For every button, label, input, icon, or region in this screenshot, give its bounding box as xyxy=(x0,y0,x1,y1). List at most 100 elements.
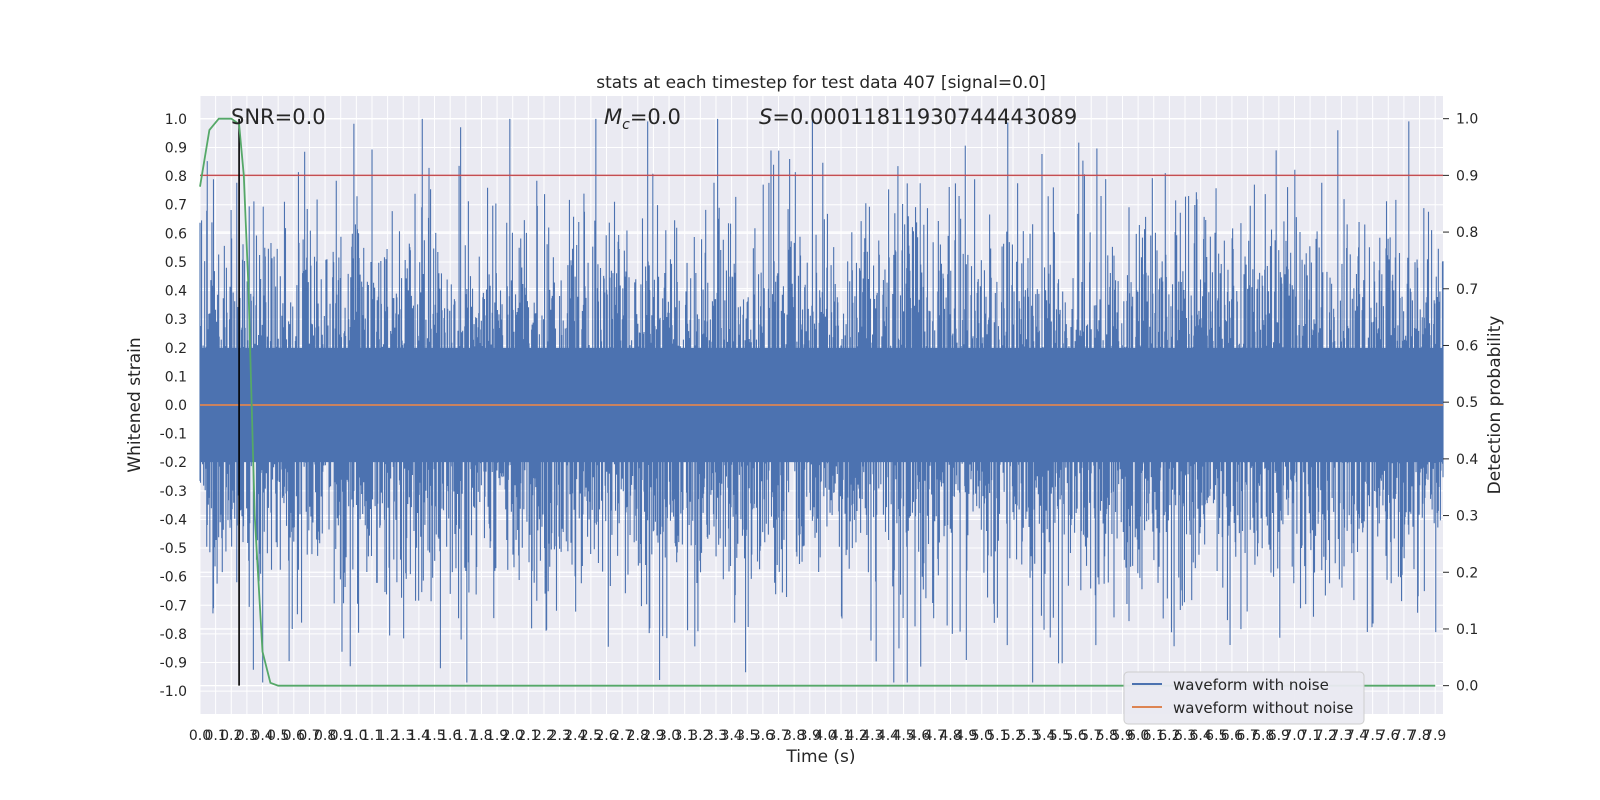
y-tick-label: -0.3 xyxy=(160,484,187,500)
chirp-mass-annotation: Mc=0.0 xyxy=(604,105,681,133)
x-tick-label: 7.1 xyxy=(1299,728,1321,744)
x-tick-label: 4.1 xyxy=(830,728,852,744)
y2-tick-label: 0.6 xyxy=(1456,338,1478,354)
s-symbol: S xyxy=(759,105,772,129)
y-tick-label: -0.2 xyxy=(160,455,187,471)
x-tick-label: 2.4 xyxy=(564,728,586,744)
y-tick-label: -0.5 xyxy=(160,541,187,557)
x-tick-label: 1.6 xyxy=(439,728,461,744)
y-tick-label: 0.6 xyxy=(165,226,187,242)
x-tick-label: 5.8 xyxy=(1096,728,1118,744)
legend: waveform with noise waveform without noi… xyxy=(1123,671,1365,725)
y-tick-label: 0.3 xyxy=(165,312,187,328)
x-tick-label: 0.4 xyxy=(251,728,273,744)
y2-tick-label: 0.1 xyxy=(1456,622,1478,638)
x-tick-label: 5.6 xyxy=(1064,728,1086,744)
x-tick-label: 3.0 xyxy=(658,728,680,744)
x-tick-label: 2.1 xyxy=(517,728,539,744)
x-tick-label: 5.5 xyxy=(1049,728,1071,744)
y-tick-labels: 1.0 0.9 0.8 0.7 0.6 0.5 0.4 0.3 0.2 0.1 0.0 -0.1 -0.… xyxy=(160,112,187,700)
x-tick-label: 2.3 xyxy=(548,728,570,744)
x-tick-label: 3.7 xyxy=(767,728,789,744)
x-tick-label: 7.3 xyxy=(1330,728,1352,744)
x-tick-label: 1.0 xyxy=(345,728,367,744)
y2-tick-label: 0.2 xyxy=(1456,565,1478,581)
y-tick-label: 0.8 xyxy=(165,169,187,185)
x-tick-label: 6.9 xyxy=(1268,728,1290,744)
s-value: =0.00011811930744443089 xyxy=(772,105,1077,129)
x-tick-label: 4.4 xyxy=(877,728,899,744)
y-tick-label: -0.4 xyxy=(160,512,187,528)
x-tick-label: 4.8 xyxy=(939,728,961,744)
s-annotation: S=0.00011811930744443089 xyxy=(759,105,1077,129)
y-tick-label: -0.7 xyxy=(160,598,187,614)
y-tick-label: 0.1 xyxy=(165,369,187,385)
y-tick-label: -1.0 xyxy=(160,684,187,700)
legend-label-clean: waveform without noise xyxy=(1173,699,1353,717)
x-tick-label: 2.6 xyxy=(595,728,617,744)
chart-title: stats at each timestep for test data 407… xyxy=(596,73,1046,93)
x-tick-label: 7.6 xyxy=(1377,728,1399,744)
y-tick-label: -0.6 xyxy=(160,570,187,586)
snr-annotation: SNR=0.0 xyxy=(231,105,326,129)
x-tick-label: 5.1 xyxy=(986,728,1008,744)
x-tick-label: 0.5 xyxy=(267,728,289,744)
chirp-mass-value: =0.0 xyxy=(630,105,681,129)
y2-tick-label: 0.5 xyxy=(1456,395,1478,411)
x-tick-label: 6.5 xyxy=(1205,728,1227,744)
y-tick-label: 0.5 xyxy=(165,255,187,271)
x-tick-label: 7.7 xyxy=(1393,728,1415,744)
x-tick-label: 5.7 xyxy=(1080,728,1102,744)
y2-tick-labels: 1.0 0.9 0.8 0.7 0.6 0.5 0.4 0.3 0.2 0.1 0.0 xyxy=(1443,112,1478,695)
x-tick-label: 0.8 xyxy=(314,728,336,744)
x-tick-label: 5.9 xyxy=(1111,728,1133,744)
x-tick-label: 0.2 xyxy=(220,728,242,744)
x-tick-label: 2.0 xyxy=(502,728,524,744)
x-tick-label: 5.0 xyxy=(971,728,993,744)
x-tick-label: 7.4 xyxy=(1346,728,1368,744)
x-tick-label: 1.8 xyxy=(470,728,492,744)
x-tick-label: 5.2 xyxy=(1002,728,1024,744)
x-tick-label: 4.3 xyxy=(861,728,883,744)
y2-tick-label: 0.9 xyxy=(1456,168,1478,184)
x-tick-label: 6.4 xyxy=(1190,728,1212,744)
x-tick-label: 1.9 xyxy=(486,728,508,744)
x-tick-label: 2.8 xyxy=(627,728,649,744)
chirp-mass-subscript: c xyxy=(622,117,630,133)
x-tick-label: 3.8 xyxy=(783,728,805,744)
y2-tick-label: 0.8 xyxy=(1456,225,1478,241)
x-tick-label: 3.2 xyxy=(689,728,711,744)
x-tick-label: 1.4 xyxy=(408,728,430,744)
x-tick-label: 7.5 xyxy=(1362,728,1384,744)
x-tick-label: 1.1 xyxy=(361,728,383,744)
y-tick-label: 0.0 xyxy=(165,398,187,414)
x-tick-label: 6.1 xyxy=(1143,728,1165,744)
x-tick-label: 0.6 xyxy=(283,728,305,744)
x-tick-label: 4.0 xyxy=(814,728,836,744)
x-tick-label: 7.2 xyxy=(1315,728,1337,744)
y-tick-label: 0.7 xyxy=(165,198,187,214)
x-tick-label: 2.5 xyxy=(580,728,602,744)
x-tick-label: 0.7 xyxy=(298,728,320,744)
x-tick-label: 6.6 xyxy=(1221,728,1243,744)
x-tick-label: 3.3 xyxy=(705,728,727,744)
x-tick-label: 6.2 xyxy=(1158,728,1180,744)
y2-tick-label: 1.0 xyxy=(1456,112,1478,128)
x-tick-label: 2.2 xyxy=(533,728,555,744)
legend-box xyxy=(1123,671,1365,725)
detection-probability-line xyxy=(199,117,1436,687)
x-tick-label: 7.8 xyxy=(1408,728,1430,744)
x-tick-label: 4.2 xyxy=(846,728,868,744)
x-tick-label: 3.9 xyxy=(799,728,821,744)
x-tick-label: 7.0 xyxy=(1283,728,1305,744)
x-tick-label: 7.9 xyxy=(1424,728,1446,744)
y2-tick-label: 0.0 xyxy=(1456,679,1478,695)
x-tick-label: 4.5 xyxy=(892,728,914,744)
legend-label-noise: waveform with noise xyxy=(1173,676,1329,694)
x-tick-label: 4.6 xyxy=(908,728,930,744)
y-tick-label: 0.4 xyxy=(165,284,187,300)
y2-tick-label: 0.7 xyxy=(1456,282,1478,298)
x-tick-label: 6.7 xyxy=(1236,728,1258,744)
y-tick-label: -0.8 xyxy=(160,627,187,643)
